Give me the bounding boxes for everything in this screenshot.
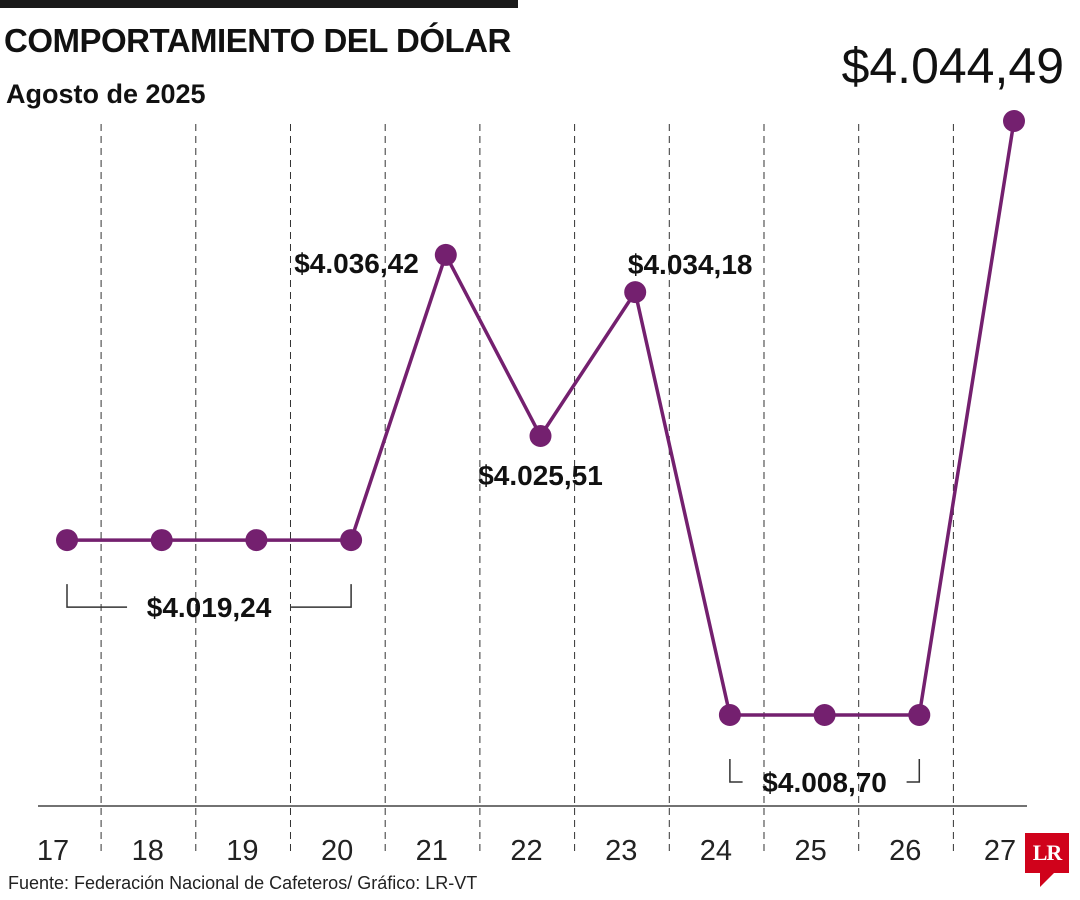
data-points — [56, 110, 1025, 726]
value-labels: $4.019,24 $4.036,42 $4.025,51 $4.034,18 $4.0… — [147, 38, 1064, 798]
chart-subtitle: Agosto de 2025 — [6, 79, 206, 109]
data-point — [908, 704, 931, 726]
value-label: $4.034,18 — [628, 249, 753, 280]
data-point — [813, 704, 836, 726]
value-label-latest: $4.044,49 — [842, 38, 1064, 94]
annotation-bracket — [729, 759, 921, 783]
x-tick-label: 17 — [37, 835, 69, 867]
x-tick-label: 21 — [416, 835, 448, 867]
value-label: $4.036,42 — [294, 248, 419, 279]
x-tick-label: 27 — [984, 835, 1016, 867]
value-label: $4.008,70 — [762, 767, 887, 798]
data-point — [624, 281, 647, 304]
x-tick-label: 18 — [132, 835, 164, 867]
x-tick-label: 24 — [700, 835, 732, 867]
data-point — [56, 529, 78, 552]
value-label: $4.019,24 — [147, 592, 272, 623]
x-tick-label: 23 — [605, 835, 637, 867]
day-separators — [100, 124, 954, 853]
x-tick-label: 26 — [889, 835, 921, 867]
value-label: $4.025,51 — [478, 460, 603, 491]
source-note: Fuente: Federación Nacional de Cafeteros… — [8, 873, 478, 893]
x-tick-label: 22 — [510, 835, 542, 867]
series-line — [67, 120, 1016, 717]
data-point — [434, 243, 457, 266]
data-point — [340, 529, 363, 552]
annotation-bracket — [66, 584, 352, 608]
data-point — [529, 425, 552, 448]
data-point — [718, 704, 741, 726]
x-tick-label: 20 — [321, 835, 353, 867]
x-tick-label: 25 — [794, 835, 826, 867]
x-tick-labels: 17 18 19 20 21 22 23 24 25 26 27 — [37, 835, 1016, 867]
data-point — [1003, 110, 1025, 132]
data-point — [150, 529, 173, 552]
top-rule — [0, 0, 518, 8]
lr-logo-tail — [1040, 873, 1054, 887]
chart-title: COMPORTAMIENTO DEL DÓLAR — [4, 22, 511, 59]
data-point — [245, 529, 268, 552]
annotation-brackets — [66, 584, 921, 783]
x-tick-label: 19 — [226, 835, 258, 867]
lr-logo: LR — [1025, 833, 1069, 873]
